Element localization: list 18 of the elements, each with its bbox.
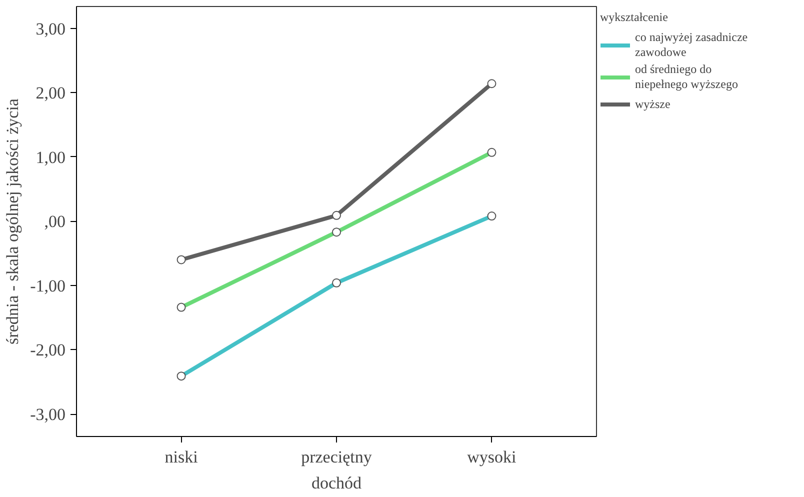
y-axis-title: średnia - skala ogólnej jakości życia [3, 98, 22, 344]
y-tick-label: 1,00 [36, 148, 66, 167]
y-tick-label: ,00 [44, 212, 66, 232]
y-tick-label: 3,00 [36, 19, 66, 38]
x-tick-label: niski [164, 448, 198, 466]
x-tick-label: wysoki [467, 448, 517, 466]
x-tick-label: przeciętny [301, 448, 372, 466]
point [487, 79, 496, 88]
point [176, 255, 186, 264]
y-tick-label: 2,00 [36, 84, 66, 103]
legend-label: wyższe [635, 96, 670, 112]
y-tick-label: -1,00 [30, 276, 66, 296]
point [332, 210, 341, 220]
legend-label: od średniego do niepełnego wyższego [635, 62, 738, 92]
y-tick-label: -3,00 [30, 405, 66, 424]
x-axis-title: dochód [311, 474, 362, 492]
y-tick-label: -2,00 [30, 340, 66, 360]
legend-title: wykształcenie [600, 10, 669, 25]
